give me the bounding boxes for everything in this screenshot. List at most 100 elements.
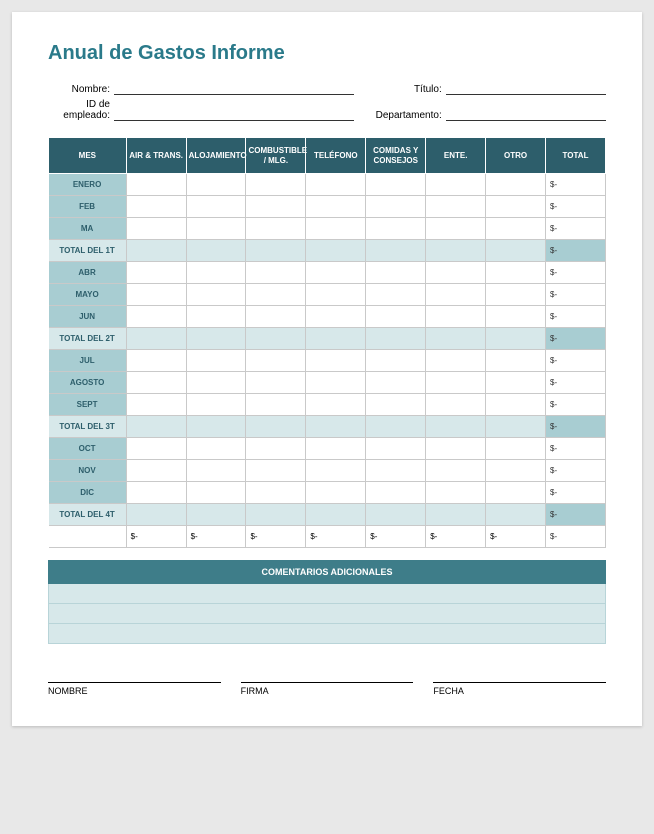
expense-cell[interactable] — [306, 394, 366, 416]
expense-cell[interactable] — [186, 394, 246, 416]
expense-cell[interactable] — [306, 218, 366, 240]
expense-cell[interactable] — [366, 394, 426, 416]
expense-cell[interactable] — [306, 350, 366, 372]
dept-input-line[interactable] — [446, 109, 606, 121]
expense-cell[interactable] — [426, 174, 486, 196]
expense-cell[interactable] — [486, 218, 546, 240]
expense-cell[interactable] — [126, 262, 186, 284]
expense-cell[interactable] — [426, 240, 486, 262]
expense-cell[interactable] — [306, 438, 366, 460]
expense-cell[interactable] — [246, 482, 306, 504]
expense-cell[interactable] — [486, 262, 546, 284]
expense-cell[interactable] — [486, 284, 546, 306]
expense-cell[interactable] — [486, 460, 546, 482]
expense-cell[interactable] — [246, 372, 306, 394]
expense-cell[interactable] — [306, 416, 366, 438]
expense-cell[interactable] — [426, 350, 486, 372]
expense-cell[interactable] — [246, 438, 306, 460]
comment-row[interactable] — [49, 624, 606, 644]
expense-cell[interactable] — [486, 482, 546, 504]
expense-cell[interactable] — [486, 196, 546, 218]
expense-cell[interactable] — [246, 306, 306, 328]
expense-cell[interactable] — [486, 240, 546, 262]
expense-cell[interactable] — [246, 394, 306, 416]
expense-cell[interactable] — [306, 482, 366, 504]
expense-cell[interactable] — [186, 460, 246, 482]
expense-cell[interactable] — [126, 218, 186, 240]
expense-cell[interactable] — [126, 240, 186, 262]
expense-cell[interactable] — [486, 416, 546, 438]
expense-cell[interactable] — [306, 372, 366, 394]
expense-cell[interactable] — [246, 262, 306, 284]
expense-cell[interactable] — [306, 284, 366, 306]
expense-cell[interactable] — [426, 372, 486, 394]
expense-cell[interactable] — [126, 306, 186, 328]
expense-cell[interactable] — [486, 306, 546, 328]
expense-cell[interactable] — [366, 350, 426, 372]
expense-cell[interactable] — [486, 372, 546, 394]
expense-cell[interactable] — [306, 504, 366, 526]
expense-cell[interactable] — [486, 438, 546, 460]
expense-cell[interactable] — [186, 174, 246, 196]
expense-cell[interactable] — [366, 196, 426, 218]
comment-row[interactable] — [49, 604, 606, 624]
expense-cell[interactable] — [306, 174, 366, 196]
expense-cell[interactable] — [126, 416, 186, 438]
expense-cell[interactable] — [246, 218, 306, 240]
expense-cell[interactable] — [306, 306, 366, 328]
expense-cell[interactable] — [186, 262, 246, 284]
expense-cell[interactable] — [366, 306, 426, 328]
expense-cell[interactable] — [306, 460, 366, 482]
expense-cell[interactable] — [486, 394, 546, 416]
title-input-line[interactable] — [446, 83, 606, 95]
expense-cell[interactable] — [186, 372, 246, 394]
expense-cell[interactable] — [246, 328, 306, 350]
expense-cell[interactable] — [366, 284, 426, 306]
name-sig-line[interactable] — [48, 682, 221, 683]
expense-cell[interactable] — [186, 218, 246, 240]
expense-cell[interactable] — [246, 350, 306, 372]
expense-cell[interactable] — [426, 482, 486, 504]
date-sig-line[interactable] — [433, 682, 606, 683]
expense-cell[interactable] — [366, 328, 426, 350]
expense-cell[interactable] — [366, 262, 426, 284]
name-input-line[interactable] — [114, 83, 354, 95]
expense-cell[interactable] — [246, 416, 306, 438]
expense-cell[interactable] — [126, 350, 186, 372]
expense-cell[interactable] — [186, 504, 246, 526]
expense-cell[interactable] — [426, 284, 486, 306]
expense-cell[interactable] — [366, 482, 426, 504]
expense-cell[interactable] — [246, 196, 306, 218]
expense-cell[interactable] — [486, 174, 546, 196]
expense-cell[interactable] — [246, 460, 306, 482]
expense-cell[interactable] — [426, 262, 486, 284]
expense-cell[interactable] — [486, 350, 546, 372]
expense-cell[interactable] — [126, 372, 186, 394]
expense-cell[interactable] — [126, 174, 186, 196]
expense-cell[interactable] — [126, 504, 186, 526]
expense-cell[interactable] — [366, 416, 426, 438]
expense-cell[interactable] — [186, 438, 246, 460]
expense-cell[interactable] — [306, 196, 366, 218]
expense-cell[interactable] — [366, 174, 426, 196]
expense-cell[interactable] — [186, 284, 246, 306]
expense-cell[interactable] — [366, 438, 426, 460]
expense-cell[interactable] — [186, 482, 246, 504]
expense-cell[interactable] — [486, 504, 546, 526]
sign-sig-line[interactable] — [241, 682, 414, 683]
expense-cell[interactable] — [366, 240, 426, 262]
expense-cell[interactable] — [426, 460, 486, 482]
expense-cell[interactable] — [306, 240, 366, 262]
expense-cell[interactable] — [426, 306, 486, 328]
expense-cell[interactable] — [246, 504, 306, 526]
expense-cell[interactable] — [426, 394, 486, 416]
expense-cell[interactable] — [126, 328, 186, 350]
expense-cell[interactable] — [126, 284, 186, 306]
expense-cell[interactable] — [126, 394, 186, 416]
empid-input-line[interactable] — [114, 109, 354, 121]
expense-cell[interactable] — [426, 196, 486, 218]
expense-cell[interactable] — [186, 350, 246, 372]
expense-cell[interactable] — [426, 438, 486, 460]
expense-cell[interactable] — [306, 262, 366, 284]
expense-cell[interactable] — [426, 218, 486, 240]
